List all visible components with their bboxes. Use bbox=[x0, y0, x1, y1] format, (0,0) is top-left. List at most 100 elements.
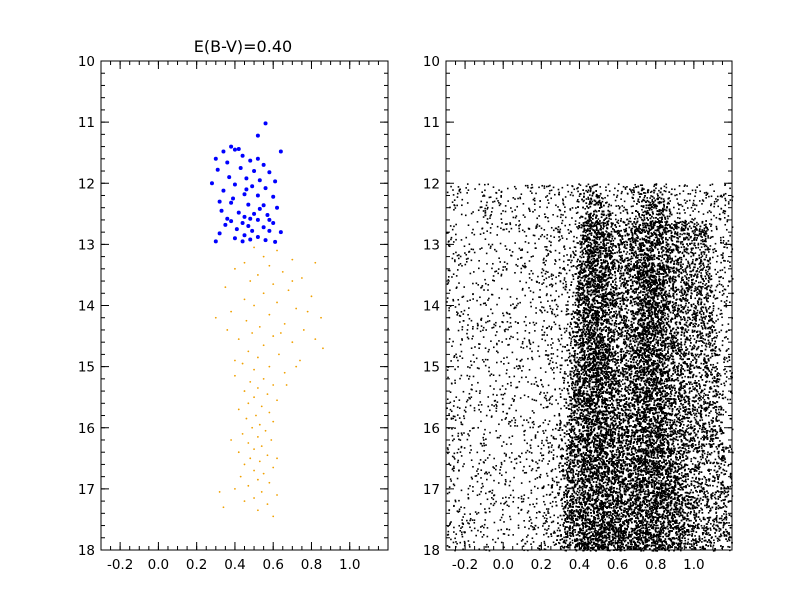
field-point bbox=[551, 312, 554, 315]
field-point bbox=[492, 275, 495, 277]
blue-point bbox=[229, 144, 234, 149]
field-point bbox=[660, 226, 663, 229]
field-point bbox=[616, 230, 619, 232]
field-point bbox=[679, 486, 682, 488]
orange-point bbox=[245, 319, 248, 322]
field-point bbox=[457, 432, 460, 435]
field-point bbox=[490, 308, 492, 311]
field-point bbox=[588, 250, 591, 253]
field-point bbox=[495, 465, 498, 467]
field-point bbox=[554, 323, 557, 326]
field-point bbox=[617, 390, 619, 392]
field-point bbox=[598, 472, 601, 475]
field-point bbox=[497, 537, 499, 540]
field-point bbox=[522, 545, 525, 547]
field-point bbox=[714, 493, 716, 496]
field-point bbox=[650, 400, 652, 402]
field-point bbox=[649, 525, 652, 528]
field-point bbox=[656, 512, 658, 515]
field-point bbox=[627, 360, 630, 362]
field-point bbox=[632, 352, 635, 355]
field-point bbox=[696, 224, 698, 227]
field-point bbox=[469, 451, 471, 454]
field-point bbox=[565, 304, 567, 306]
field-point bbox=[513, 398, 515, 401]
field-point bbox=[548, 420, 551, 422]
field-point bbox=[463, 417, 466, 420]
field-point bbox=[452, 470, 455, 472]
field-point bbox=[566, 323, 569, 326]
field-point bbox=[715, 393, 718, 395]
field-point bbox=[533, 234, 536, 237]
field-point bbox=[563, 477, 566, 480]
field-point bbox=[475, 390, 478, 393]
field-point bbox=[478, 367, 480, 370]
orange-point bbox=[272, 466, 275, 469]
field-point bbox=[712, 296, 715, 298]
field-point bbox=[575, 236, 578, 239]
field-point bbox=[495, 380, 497, 382]
field-point bbox=[565, 238, 568, 240]
field-point bbox=[599, 420, 601, 423]
field-point bbox=[487, 183, 490, 186]
field-point bbox=[537, 426, 540, 428]
field-point bbox=[455, 275, 458, 277]
field-point bbox=[686, 319, 689, 322]
field-point bbox=[579, 344, 582, 347]
field-point bbox=[651, 322, 654, 324]
field-point bbox=[630, 331, 633, 334]
field-point bbox=[726, 246, 728, 249]
field-point bbox=[626, 486, 629, 488]
field-point bbox=[615, 521, 618, 524]
field-point bbox=[509, 337, 511, 340]
field-point bbox=[534, 434, 537, 436]
field-point bbox=[714, 405, 716, 408]
field-point bbox=[480, 286, 483, 289]
field-point bbox=[557, 527, 560, 529]
field-point bbox=[692, 436, 695, 439]
field-point bbox=[671, 348, 674, 350]
field-point bbox=[580, 299, 583, 301]
field-point bbox=[446, 534, 449, 536]
field-point bbox=[531, 186, 534, 189]
field-point bbox=[602, 241, 605, 244]
field-point bbox=[703, 266, 706, 269]
field-point bbox=[453, 204, 456, 207]
field-point bbox=[693, 204, 696, 206]
field-point bbox=[561, 293, 563, 296]
field-point bbox=[717, 455, 720, 458]
field-point bbox=[623, 200, 626, 203]
field-point bbox=[632, 356, 635, 358]
field-point bbox=[585, 401, 587, 404]
field-point bbox=[570, 382, 573, 385]
field-point bbox=[512, 496, 515, 499]
field-point bbox=[514, 321, 517, 323]
field-point bbox=[508, 420, 510, 423]
field-point bbox=[483, 433, 485, 436]
field-point bbox=[722, 242, 725, 244]
field-point bbox=[543, 235, 546, 238]
field-point bbox=[559, 368, 562, 370]
field-point bbox=[524, 429, 526, 432]
field-point bbox=[645, 343, 647, 346]
field-point bbox=[595, 288, 598, 291]
field-point bbox=[705, 365, 707, 367]
field-point bbox=[525, 235, 528, 237]
field-point bbox=[482, 439, 485, 441]
orange-point bbox=[251, 426, 254, 429]
field-point bbox=[605, 484, 608, 487]
field-point bbox=[501, 287, 503, 290]
field-point bbox=[507, 423, 510, 425]
field-point bbox=[689, 381, 692, 384]
field-point bbox=[593, 184, 595, 187]
field-point bbox=[624, 283, 627, 286]
field-point bbox=[552, 449, 555, 451]
field-point bbox=[671, 251, 674, 254]
field-point bbox=[628, 343, 631, 346]
field-point bbox=[727, 215, 730, 217]
field-point bbox=[681, 479, 684, 482]
field-point bbox=[489, 227, 492, 229]
field-point bbox=[618, 207, 621, 210]
field-point bbox=[547, 271, 549, 273]
field-point bbox=[496, 225, 499, 228]
